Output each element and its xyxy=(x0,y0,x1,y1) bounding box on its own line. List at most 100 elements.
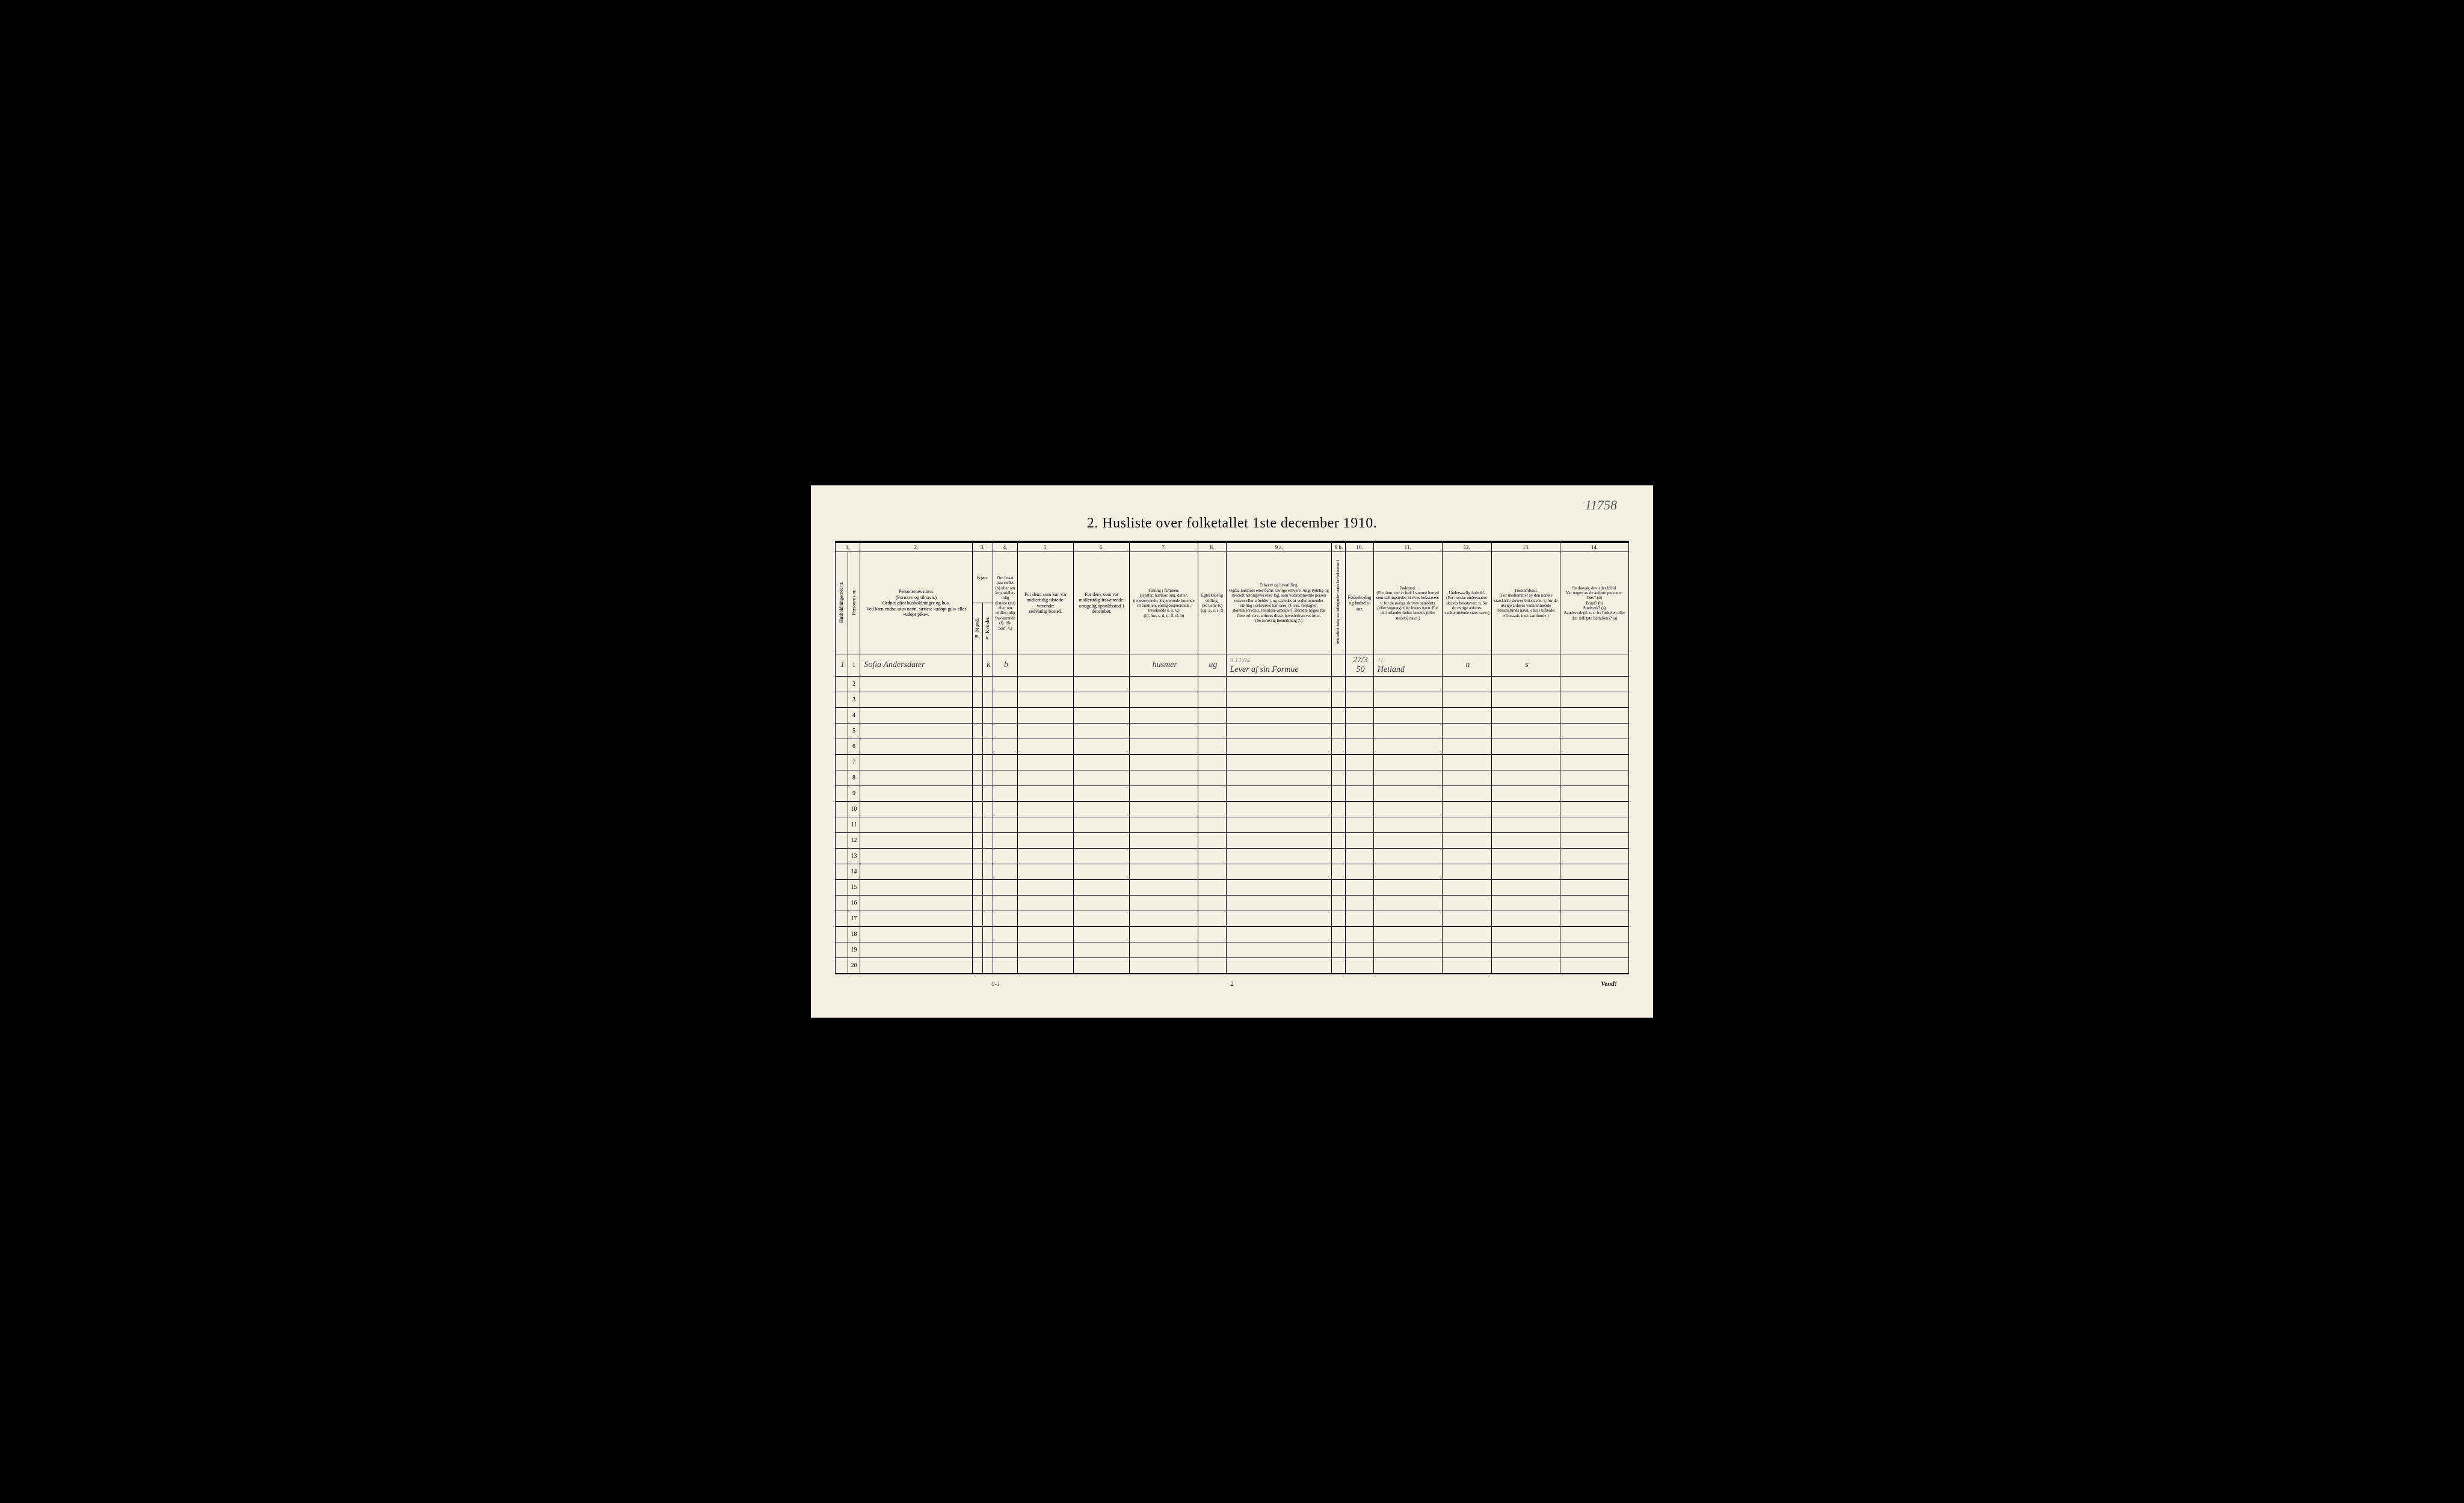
cell xyxy=(1198,880,1227,896)
cell xyxy=(1492,896,1560,911)
table-row: 18 xyxy=(836,927,1629,942)
cell xyxy=(1560,958,1629,974)
cell xyxy=(993,724,1017,739)
cell xyxy=(1074,911,1130,927)
cell xyxy=(1198,927,1227,942)
cell xyxy=(836,708,848,724)
cell xyxy=(1130,817,1198,833)
cell xyxy=(1074,770,1130,786)
cell xyxy=(972,770,982,786)
header-row: Husholdningernes nr. Personens nr. Perso… xyxy=(836,552,1629,603)
cell xyxy=(1560,864,1629,880)
cell xyxy=(993,864,1017,880)
cell xyxy=(972,833,982,849)
cell xyxy=(1198,724,1227,739)
cell xyxy=(982,724,993,739)
cell xyxy=(1373,708,1442,724)
cell xyxy=(1018,864,1074,880)
cell xyxy=(1226,755,1332,770)
cell xyxy=(1226,896,1332,911)
census-table: 1. 2. 3. 4. 5. 6. 7. 8. 9 a. 9 b. 10. 11… xyxy=(835,542,1629,974)
cell xyxy=(1332,833,1346,849)
cell xyxy=(1018,770,1074,786)
cell xyxy=(972,692,982,708)
cell xyxy=(1560,770,1629,786)
cell xyxy=(972,880,982,896)
cell xyxy=(1492,958,1560,974)
cell xyxy=(993,770,1017,786)
cell xyxy=(1492,692,1560,708)
cell xyxy=(982,755,993,770)
cell xyxy=(1130,724,1198,739)
cell xyxy=(972,802,982,817)
table-row: 5 xyxy=(836,724,1629,739)
cell xyxy=(1346,833,1374,849)
cell xyxy=(1130,927,1198,942)
cell: husmer xyxy=(1130,654,1198,677)
cell xyxy=(972,942,982,958)
cell: 4 xyxy=(848,708,860,724)
cell xyxy=(1018,817,1074,833)
cell: 3 xyxy=(848,692,860,708)
cell xyxy=(1560,654,1629,677)
cell xyxy=(1226,958,1332,974)
cell xyxy=(1198,770,1227,786)
hdr-person-nr: Personens nr. xyxy=(848,552,860,654)
cell xyxy=(1018,739,1074,755)
cell xyxy=(1442,896,1492,911)
cell xyxy=(1373,958,1442,974)
cell: n xyxy=(1442,654,1492,677)
cell xyxy=(1130,708,1198,724)
cell xyxy=(836,880,848,896)
table-row: 11 xyxy=(836,817,1629,833)
hdr-male: Mænd.m. xyxy=(972,603,982,654)
cell xyxy=(1373,802,1442,817)
cell xyxy=(1373,692,1442,708)
cell xyxy=(1226,677,1332,692)
census-page: 11758 2. Husliste over folketallet 1ste … xyxy=(811,485,1653,1018)
cell xyxy=(972,817,982,833)
cell xyxy=(1346,896,1374,911)
cell xyxy=(982,864,993,880)
cell xyxy=(1130,942,1198,958)
cell xyxy=(1442,677,1492,692)
cell xyxy=(1074,802,1130,817)
cell xyxy=(860,770,972,786)
cell xyxy=(1373,864,1442,880)
cell xyxy=(1373,770,1442,786)
cell xyxy=(1130,786,1198,802)
cell xyxy=(836,755,848,770)
cell xyxy=(1074,864,1130,880)
cell xyxy=(836,786,848,802)
hdr-birthdate: Fødsels-dag og fødsels-aar. xyxy=(1346,552,1374,654)
cell xyxy=(1198,849,1227,864)
cell xyxy=(1198,911,1227,927)
colnum-3: 3. xyxy=(972,542,993,552)
cell xyxy=(1130,755,1198,770)
colnum-11: 11. xyxy=(1373,542,1442,552)
table-row: 2 xyxy=(836,677,1629,692)
cell xyxy=(1442,880,1492,896)
cell xyxy=(1074,708,1130,724)
cell xyxy=(993,911,1017,927)
cell xyxy=(1492,755,1560,770)
table-row: 13 xyxy=(836,849,1629,864)
cell xyxy=(1332,724,1346,739)
cell: 20 xyxy=(848,958,860,974)
cell xyxy=(860,755,972,770)
cell xyxy=(1332,817,1346,833)
cell xyxy=(1560,708,1629,724)
cell xyxy=(1346,911,1374,927)
cell xyxy=(1332,786,1346,802)
cell xyxy=(1018,849,1074,864)
cell xyxy=(982,802,993,817)
cell xyxy=(982,708,993,724)
cell xyxy=(1198,677,1227,692)
cell xyxy=(860,880,972,896)
cell xyxy=(860,677,972,692)
cell xyxy=(972,958,982,974)
colnum-9a: 9 a. xyxy=(1226,542,1332,552)
cell xyxy=(972,739,982,755)
cell: 17 xyxy=(848,911,860,927)
cell xyxy=(993,708,1017,724)
